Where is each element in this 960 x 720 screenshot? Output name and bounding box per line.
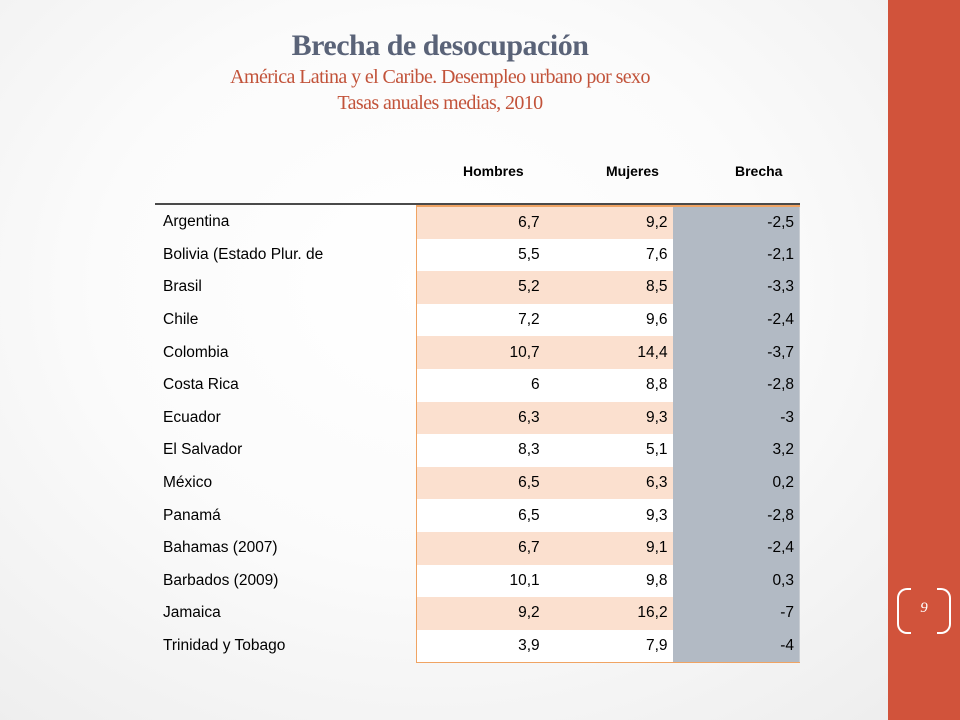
slide-subtitle-2: Tasas anuales medias, 2010 (337, 92, 543, 114)
country-cell: Chile (163, 311, 199, 329)
table-row: Panamá 6,5 9,3 -2,8 (155, 499, 800, 532)
mujeres-cell: 8,8 (544, 368, 673, 402)
table-row: Bolivia (Estado Plur. de 5,5 7,6 -2,1 (155, 238, 800, 272)
mujeres-cell: 16,2 (544, 597, 673, 630)
mujeres-cell: 9,8 (544, 564, 673, 598)
header-mujeres: Mujeres (606, 163, 659, 179)
brecha-cell: -2,4 (672, 303, 800, 337)
country-cell: Barbados (2009) (163, 571, 279, 589)
header-hombres: Hombres (463, 163, 524, 179)
brecha-cell: -3 (672, 401, 800, 435)
page-number: 9 (920, 600, 928, 616)
brecha-cell: 0,2 (672, 466, 800, 500)
header-brecha: Brecha (735, 163, 783, 179)
mujeres-cell: 9,6 (544, 303, 673, 337)
mujeres-cell: 9,2 (544, 205, 673, 239)
hombres-cell: 6,5 (416, 499, 545, 532)
bracket-right (937, 588, 951, 634)
mujeres-cell: 6,3 (544, 466, 673, 500)
hombres-cell: 6,7 (416, 531, 545, 565)
brecha-cell: -3,3 (672, 271, 800, 304)
brecha-cell: -4 (672, 629, 800, 663)
country-cell: Bolivia (Estado Plur. de (163, 245, 324, 263)
mujeres-cell: 8,5 (544, 271, 673, 304)
hombres-cell: 8,3 (416, 434, 545, 467)
table-row: Jamaica 9,2 16,2 -7 (155, 597, 800, 630)
table-row: Costa Rica 6 8,8 -2,8 (155, 368, 800, 402)
country-cell: México (163, 474, 213, 492)
table-row: Ecuador 6,3 9,3 -3 (155, 401, 800, 435)
mujeres-cell: 9,3 (544, 401, 673, 435)
mujeres-cell: 7,9 (544, 629, 673, 663)
hombres-cell: 6 (416, 368, 545, 402)
slide-title-block: Brecha de desocupación América Latina y … (150, 28, 730, 116)
country-cell: El Salvador (163, 441, 243, 459)
page-number-badge: 9 (897, 588, 951, 636)
brecha-cell: -2,8 (672, 499, 800, 532)
country-cell: Colombia (163, 343, 229, 361)
hombres-cell: 7,2 (416, 303, 545, 337)
table-row: Brasil 5,2 8,5 -3,3 (155, 271, 800, 304)
slide-title: Brecha de desocupación (291, 29, 589, 62)
country-cell: Costa Rica (163, 376, 239, 394)
table-row: El Salvador 8,3 5,1 3,2 (155, 434, 800, 467)
brecha-cell: -2,4 (672, 531, 800, 565)
table-row: Bahamas (2007) 6,7 9,1 -2,4 (155, 531, 800, 565)
country-cell: Trinidad y Tobago (163, 637, 286, 655)
country-cell: Brasil (163, 278, 202, 296)
country-cell: Jamaica (163, 604, 221, 622)
brecha-cell: -2,1 (672, 238, 800, 272)
hombres-cell: 9,2 (416, 597, 545, 630)
bracket-left (897, 588, 911, 634)
brecha-cell: 0,3 (672, 564, 800, 598)
unemployment-table: Hombres Mujeres Brecha Argentina 6,7 9,2 -2… (155, 153, 800, 663)
hombres-cell: 5,2 (416, 271, 545, 304)
brecha-cell: -3,7 (672, 336, 800, 369)
table-row: Argentina 6,7 9,2 -2,5 (155, 205, 800, 239)
country-cell: Ecuador (163, 408, 221, 426)
table-row: Barbados (2009) 10,1 9,8 0,3 (155, 564, 800, 598)
country-cell: Bahamas (2007) (163, 539, 278, 557)
hombres-cell: 6,7 (416, 205, 545, 239)
mujeres-cell: 5,1 (544, 434, 673, 467)
brecha-cell: -7 (672, 597, 800, 630)
header-divider (155, 203, 800, 205)
hombres-cell: 6,5 (416, 466, 545, 500)
mujeres-cell: 14,4 (544, 336, 673, 369)
table-header: Hombres Mujeres Brecha (155, 153, 800, 191)
brecha-cell: -2,8 (672, 368, 800, 402)
hombres-cell: 5,5 (416, 238, 545, 272)
slide-sidebar (888, 0, 960, 720)
hombres-cell: 10,1 (416, 564, 545, 598)
country-cell: Panamá (163, 506, 221, 524)
slide-subtitle: América Latina y el Caribe. Desempleo ur… (230, 66, 650, 88)
table-row: Trinidad y Tobago 3,9 7,9 -4 (155, 629, 800, 663)
table-row: Chile 7,2 9,6 -2,4 (155, 303, 800, 337)
table-row: México 6,5 6,3 0,2 (155, 466, 800, 500)
country-cell: Argentina (163, 213, 230, 231)
table-row: Colombia 10,7 14,4 -3,7 (155, 336, 800, 369)
mujeres-cell: 9,3 (544, 499, 673, 532)
data-table: Argentina 6,7 9,2 -2,5 Bolivia (Estado Plur.… (155, 205, 800, 663)
hombres-cell: 6,3 (416, 401, 545, 435)
hombres-cell: 3,9 (416, 629, 545, 663)
hombres-cell: 10,7 (416, 336, 545, 369)
mujeres-cell: 9,1 (544, 531, 673, 565)
mujeres-cell: 7,6 (544, 238, 673, 272)
brecha-cell: -2,5 (672, 205, 800, 239)
brecha-cell: 3,2 (672, 434, 800, 467)
